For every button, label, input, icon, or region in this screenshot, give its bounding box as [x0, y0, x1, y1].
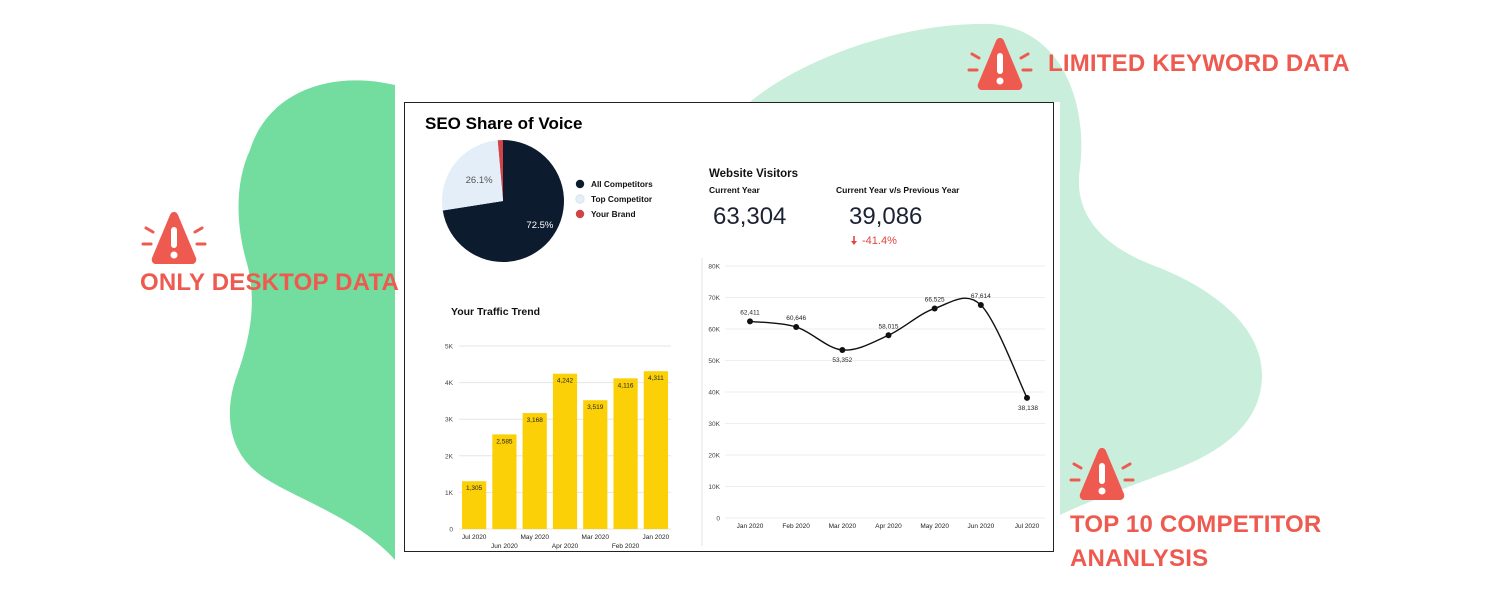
- dashboard-title: SEO Share of Voice: [425, 114, 582, 133]
- visitors-line: [749, 297, 1028, 399]
- bar: [522, 413, 547, 529]
- line-point: [885, 332, 892, 339]
- bar-x-tick-label: Jun 2020: [491, 543, 518, 550]
- traffic-trend-title: Your Traffic Trend: [451, 306, 540, 318]
- compare-value: 39,086: [849, 203, 922, 230]
- line-y-tick-label: 70K: [708, 295, 720, 302]
- legend-label: All Competitors: [591, 179, 653, 189]
- down-arrow-icon: [851, 236, 857, 245]
- legend-swatch: [575, 194, 585, 204]
- line-y-tick-label: 60K: [708, 327, 720, 334]
- legend-label: Your Brand: [591, 209, 636, 219]
- line-y-tick-label: 40K: [708, 390, 720, 397]
- line-y-tick-label: 50K: [708, 358, 720, 365]
- current-year-value: 63,304: [713, 203, 786, 230]
- line-point: [793, 323, 800, 330]
- line-x-tick-label: Jun 2020: [967, 523, 994, 530]
- line-value-label: 38,138: [1018, 405, 1038, 412]
- visitors-title: Website Visitors: [709, 168, 798, 180]
- line-point: [1024, 394, 1030, 401]
- bar-y-tick-label: 3K: [445, 417, 454, 424]
- pie-slice-label: 72.5%: [526, 220, 553, 231]
- bar-value-label: 3,168: [527, 417, 544, 424]
- bar-x-tick-label: Mar 2020: [582, 534, 610, 541]
- line-point: [931, 305, 938, 312]
- line-value-label: 67,614: [971, 293, 991, 300]
- line-x-tick-label: Jul 2020: [1015, 523, 1040, 530]
- bar-y-tick-label: 5K: [445, 344, 454, 351]
- bar: [613, 378, 638, 529]
- line-x-tick-label: May 2020: [920, 523, 949, 530]
- line-x-tick-label: Mar 2020: [829, 523, 857, 530]
- bar-value-label: 2,585: [496, 438, 513, 445]
- bar: [492, 434, 517, 529]
- line-y-tick-label: 10K: [708, 484, 720, 491]
- line-value-label: 53,352: [832, 357, 852, 364]
- bar-y-tick-label: 0: [449, 527, 453, 534]
- line-point: [977, 302, 984, 309]
- traffic-trend-bar-chart: Your Traffic Trend 0 1K 2K 3K 4K 5K 1,305 Jul 20…: [445, 306, 671, 550]
- line-point: [839, 346, 846, 353]
- change-percent: -41.4%: [862, 235, 897, 247]
- line-value-label: 62,411: [740, 309, 760, 316]
- legend-swatch: [575, 209, 585, 219]
- bar: [583, 400, 608, 529]
- legend-label: Top Competitor: [591, 194, 653, 204]
- pie-slice-all-competitors: [442, 140, 564, 262]
- website-visitors-line-chart: 0 10K 20K 30K 40K 50K 60K 70K 80K 62,411 Jan 2020 6…: [701, 258, 1045, 546]
- bar-x-tick-label: May 2020: [520, 534, 549, 541]
- bar-value-label: 4,116: [618, 382, 634, 389]
- line-x-tick-label: Feb 2020: [782, 523, 810, 530]
- bar-x-tick-label: Jan 2020: [642, 534, 669, 541]
- bar-y-tick-label: 2K: [445, 453, 454, 460]
- pie-slice-top-competitor: [442, 140, 503, 211]
- callout-top-10-competitor-line2: ANANLYSIS: [1070, 545, 1209, 572]
- callout-only-desktop-data: ONLY DESKTOP DATA: [140, 269, 400, 296]
- line-x-tick-label: Jan 2020: [737, 523, 764, 530]
- bar-x-tick-label: Feb 2020: [612, 543, 640, 550]
- line-y-tick-label: 20K: [708, 453, 720, 460]
- bar-y-tick-label: 1K: [445, 490, 454, 497]
- bar-value-label: 3,519: [587, 404, 604, 411]
- current-year-label: Current Year: [709, 185, 761, 195]
- warning-icon: [141, 212, 207, 264]
- bar-value-label: 4,242: [557, 378, 574, 385]
- bar-x-tick-label: Jul 2020: [462, 534, 487, 541]
- dashboard-canvas: SEO Share of Voice 72.5% 26.1% All Compet…: [425, 114, 1045, 550]
- share-of-voice-pie-chart: 72.5% 26.1%: [442, 140, 564, 262]
- seo-dashboard-card: SEO Share of Voice 72.5% 26.1% All Compet…: [404, 102, 1054, 552]
- line-value-label: 58,015: [879, 323, 899, 330]
- compare-label: Current Year v/s Previous Year: [836, 185, 960, 195]
- bar-value-label: 4,311: [648, 375, 664, 382]
- line-value-label: 60,646: [786, 315, 806, 322]
- line-point: [747, 318, 753, 325]
- line-y-tick-label: 0: [716, 516, 720, 523]
- pie-legend: All Competitors Top Competitor Your Brand: [575, 179, 653, 219]
- line-value-label: 66,525: [925, 296, 945, 303]
- mint-blob: [750, 23, 1262, 515]
- warning-icon: [967, 38, 1033, 90]
- legend-swatch: [575, 179, 585, 189]
- pie-slice-your-brand: [497, 140, 503, 201]
- line-y-tick-label: 80K: [708, 264, 720, 271]
- bar-y-tick-label: 4K: [445, 380, 454, 387]
- bar: [643, 371, 668, 529]
- bar-value-label: 1,305: [466, 485, 483, 492]
- line-x-tick-label: Apr 2020: [875, 523, 902, 530]
- callout-limited-keyword-data: LIMITED KEYWORD DATA: [1048, 50, 1350, 77]
- bar-x-tick-label: Apr 2020: [552, 543, 579, 550]
- pie-slice-label: 26.1%: [466, 175, 493, 186]
- bar: [552, 373, 578, 529]
- line-y-tick-label: 30K: [708, 421, 720, 428]
- bar: [462, 481, 487, 529]
- warning-icon: [1069, 448, 1135, 500]
- callout-top-10-competitor-line1: TOP 10 COMPETITOR: [1070, 511, 1322, 538]
- green-blob: [229, 80, 395, 561]
